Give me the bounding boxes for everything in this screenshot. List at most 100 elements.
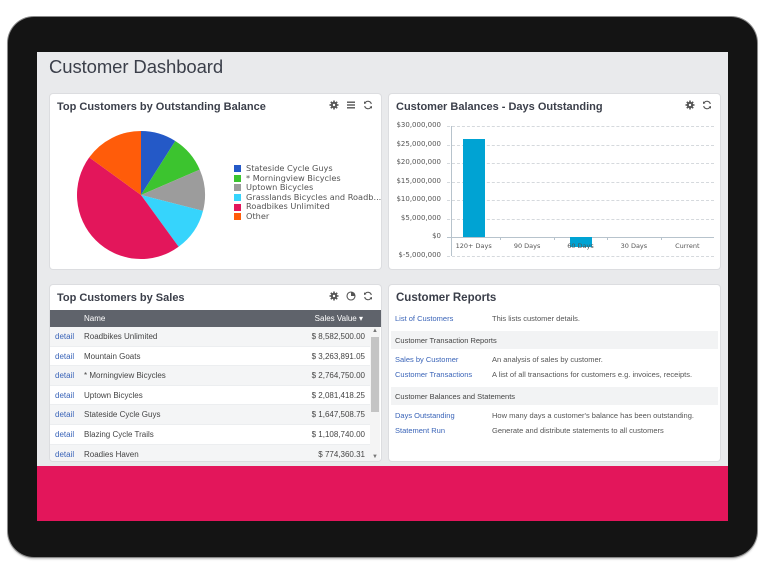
- sales-value: $ 3,263,891.05: [311, 351, 365, 361]
- sales-value: $ 1,108,740.00: [311, 429, 365, 439]
- pie-slice[interactable]: [141, 140, 200, 195]
- customer-name: Stateside Cycle Guys: [84, 410, 161, 420]
- report-description: This lists customer details.: [492, 314, 580, 323]
- customer-reports-panel: Customer Reports List of Customers This l…: [389, 285, 720, 461]
- gear-icon[interactable]: [329, 291, 339, 301]
- detail-link[interactable]: detail: [55, 351, 75, 361]
- footer-accent-bar: [37, 466, 728, 521]
- sales-table-body: detail Roadbikes Unlimited $ 8,582,500.00 d…: [50, 327, 370, 461]
- refresh-icon[interactable]: [702, 100, 712, 110]
- report-description: An analysis of sales by customer.: [492, 355, 603, 364]
- report-link[interactable]: Statement Run: [395, 426, 446, 435]
- y-axis-tick-label: $20,000,000: [396, 158, 441, 167]
- x-axis-tick: [607, 237, 609, 241]
- detail-link[interactable]: detail: [55, 410, 75, 420]
- refresh-icon[interactable]: [363, 291, 373, 301]
- pie-slice[interactable]: [141, 131, 176, 195]
- x-axis-tick: [660, 237, 662, 241]
- pie-legend: Stateside Cycle Guys * Morningview Bicycl…: [234, 163, 382, 222]
- customer-name: Uptown Bicycles: [84, 390, 143, 400]
- legend-label: * Morningview Bicycles: [246, 172, 341, 183]
- sales-value: $ 2,081,418.25: [311, 390, 365, 400]
- report-link[interactable]: Sales by Customer: [395, 355, 459, 364]
- gear-icon[interactable]: [329, 100, 339, 110]
- detail-link[interactable]: detail: [55, 449, 75, 459]
- legend-item[interactable]: Stateside Cycle Guys: [234, 163, 381, 174]
- sales-value: $ 8,582,500.00: [311, 332, 365, 341]
- report-link[interactable]: Days Outstanding: [395, 411, 455, 420]
- panel-title: Top Customers by Sales: [57, 292, 185, 304]
- sales-value: $ 1,647,508.75: [311, 410, 365, 420]
- page-title: Customer Dashboard: [49, 56, 224, 77]
- legend-label: Uptown Bicycles: [246, 182, 314, 193]
- table-row: detail Mountain Goats $ 3,263,891.05: [50, 347, 370, 367]
- list-icon[interactable]: [346, 100, 356, 110]
- pie-slice[interactable]: [141, 195, 203, 247]
- report-link[interactable]: Customer Transactions: [395, 370, 473, 379]
- table-row: detail Roadbikes Unlimited $ 8,582,500.00: [50, 327, 370, 347]
- sales-value: $ 774,360.31: [318, 449, 365, 459]
- dashboard-screen: Customer Dashboard Top Customers by Outs…: [37, 52, 728, 521]
- report-link[interactable]: List of Customers: [395, 314, 454, 323]
- pie-chart-icon[interactable]: [346, 291, 356, 301]
- x-axis-tick: [500, 237, 502, 241]
- legend-swatch: [234, 184, 241, 192]
- top-customers-sales-panel: Top Customers by Sales Name Sales Value …: [50, 285, 381, 461]
- pie-slice[interactable]: [77, 157, 179, 259]
- table-row: detail Roadies Haven $ 774,360.31: [50, 444, 370, 461]
- customer-name: * Morningview Bicycles: [84, 371, 166, 381]
- column-header-name[interactable]: Name: [84, 314, 106, 323]
- scroll-down-arrow-icon[interactable]: ▼: [372, 454, 378, 460]
- scroll-up-arrow-icon[interactable]: ▲: [372, 328, 378, 334]
- legend-label: Grasslands Bicycles and Roadb...: [246, 191, 382, 202]
- sales-table-scrollbar[interactable]: ▲ ▼: [370, 327, 380, 461]
- days-outstanding-panel: Customer Balances - Days Outstanding $30…: [389, 94, 720, 269]
- x-axis-tick-label: Current: [675, 242, 700, 251]
- report-item: Statement Run Generate and distribute sta…: [395, 426, 715, 438]
- report-item: List of Customers This lists customer det…: [395, 314, 715, 326]
- gear-icon[interactable]: [685, 100, 695, 110]
- table-row: detail * Morningview Bicycles $ 2,764,750.…: [50, 366, 370, 386]
- detail-link[interactable]: detail: [55, 332, 75, 341]
- legend-swatch: [234, 165, 241, 173]
- y-axis-tick-label: $15,000,000: [396, 176, 441, 185]
- panel-title: Customer Balances - Days Outstanding: [396, 101, 603, 113]
- table-row: detail Stateside Cycle Guys $ 1,647,508.75: [50, 405, 370, 425]
- legend-item[interactable]: Grasslands Bicycles and Roadb...: [234, 191, 382, 203]
- x-axis-tick-label: 90 Days: [513, 242, 541, 251]
- bar[interactable]: [569, 237, 592, 247]
- pie-slice[interactable]: [141, 169, 205, 211]
- customer-name: Roadbikes Unlimited: [84, 332, 158, 341]
- customer-name: Roadies Haven: [84, 449, 139, 459]
- legend-item[interactable]: * Morningview Bicycles: [234, 172, 381, 184]
- detail-link[interactable]: detail: [55, 429, 75, 439]
- outstanding-balance-panel: Top Customers by Outstanding Balance Sta…: [50, 94, 381, 269]
- legend-item[interactable]: Roadbikes Unlimited: [234, 202, 381, 212]
- legend-item[interactable]: Uptown Bicycles: [234, 183, 381, 193]
- gridline: [447, 181, 714, 183]
- detail-link[interactable]: detail: [55, 390, 75, 400]
- sales-table-header: Name Sales Value ▾: [50, 310, 381, 327]
- x-axis-tick: [553, 237, 555, 241]
- legend-label: Other: [246, 210, 270, 221]
- legend-swatch: [234, 203, 241, 211]
- bar[interactable]: [462, 139, 485, 238]
- refresh-icon[interactable]: [363, 100, 373, 110]
- y-axis-tick-label: $5,000,000: [400, 213, 441, 222]
- report-item: Sales by Customer An analysis of sales by…: [395, 355, 715, 367]
- panel-title: Top Customers by Outstanding Balance: [57, 101, 266, 113]
- y-axis-tick-label: $25,000,000: [396, 139, 441, 148]
- column-header-sales-value[interactable]: Sales Value ▾: [314, 314, 363, 323]
- x-axis-tick-label: 120+ Days: [455, 242, 492, 251]
- legend-item[interactable]: Other: [234, 210, 381, 222]
- days-outstanding-bar-chart: $30,000,000 $25,000,000 $20,000,000 $15,000…: [389, 120, 720, 269]
- y-axis-line: [451, 126, 452, 256]
- gridline: [447, 126, 714, 127]
- panel-title: Customer Reports: [396, 292, 497, 304]
- detail-link[interactable]: detail: [55, 371, 75, 381]
- report-description: Generate and distribute statements to al…: [492, 426, 664, 435]
- scrollbar-thumb[interactable]: [371, 337, 379, 412]
- sales-value: $ 2,764,750.00: [311, 371, 365, 381]
- legend-swatch: [234, 213, 241, 221]
- pie-slice[interactable]: [89, 131, 141, 195]
